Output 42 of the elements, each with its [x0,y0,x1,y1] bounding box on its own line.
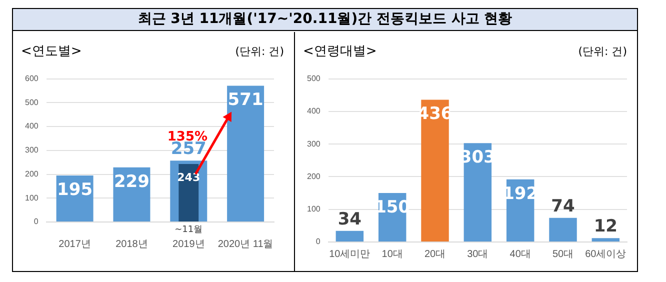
x-tick-label: 20대 [424,248,446,260]
bar [549,218,577,242]
bar [336,230,364,242]
data-label: 195 [57,180,93,200]
x-tick-label: 10대 [382,248,403,260]
chart-title: <연령대별> [303,43,377,60]
x-tick-label: 60세이상 [585,248,626,260]
x-tick-label: 2020년 11월 [218,238,274,250]
y-tick-label: 300 [24,146,39,155]
y-tick-label: 400 [306,106,321,116]
text: 최근 3년 11개월('17~'20.11월)간 전동킥보드 사고 현황 [13,9,637,31]
bar [178,164,199,222]
x-tick-label: 30대 [467,248,488,260]
x-tick-label: 2019년 [172,238,205,250]
y-tick-label: 500 [306,74,321,84]
x-tick-label: 50대 [552,248,574,260]
y-tick-label: 200 [306,172,321,181]
x-tick-label: 2018년 [116,238,148,250]
y-tick-label: 200 [24,169,39,178]
text: (단위: 건) [578,44,627,59]
data-label: 243 [177,170,200,184]
y-tick-label: 0 [316,237,321,246]
data-label: 74 [551,196,575,216]
data-label: 34 [338,209,362,230]
y-tick-label: 600 [24,74,39,84]
x-tick-label: 40대 [510,248,531,260]
data-label: 229 [114,172,150,192]
y-tick-label: 0 [34,217,39,226]
y-tick-label: 100 [24,193,39,202]
text: (단위: 건) [235,44,284,59]
x-tick-label: 10세미만 [329,248,370,260]
y-tick-label: 100 [306,204,321,214]
data-label: 571 [228,90,264,110]
x-tick-label: 2017년 [58,238,91,250]
chart-subtitle: <연도별> [21,43,82,60]
annotation: ~11월 [174,224,203,235]
bar [592,238,620,242]
bar [227,86,264,222]
y-tick-label: 300 [306,139,321,148]
y-tick-label: 500 [24,98,39,107]
y-tick-label: 400 [24,122,39,131]
data-label: 12 [594,216,618,237]
